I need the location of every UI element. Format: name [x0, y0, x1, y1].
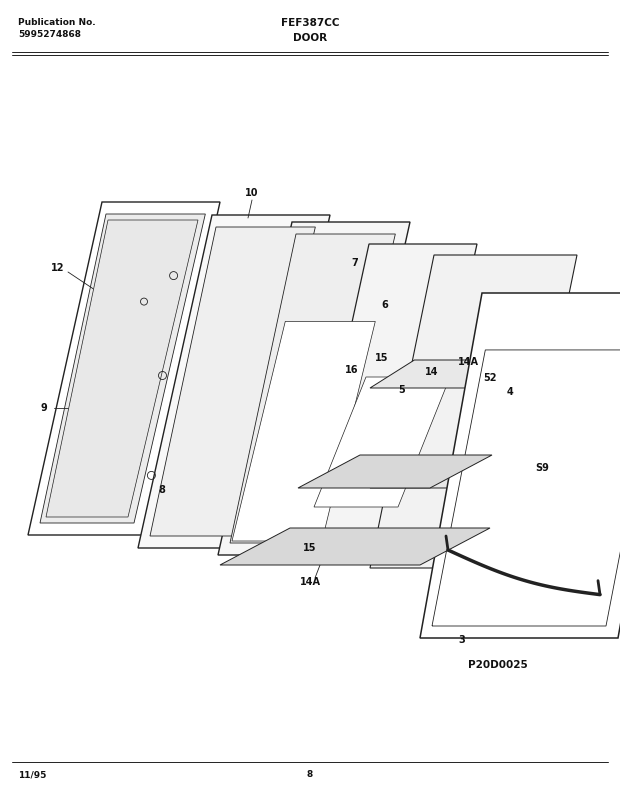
Text: DOOR: DOOR: [293, 33, 327, 43]
Text: 8: 8: [307, 770, 313, 779]
Text: 7: 7: [352, 258, 358, 268]
Text: 4: 4: [507, 387, 513, 397]
Text: Publication No.: Publication No.: [18, 18, 95, 27]
Polygon shape: [370, 255, 577, 568]
Text: 6: 6: [382, 300, 388, 310]
Polygon shape: [314, 377, 450, 507]
Text: 11/95: 11/95: [18, 770, 46, 779]
Text: 12: 12: [51, 263, 64, 273]
Polygon shape: [218, 222, 410, 555]
Text: 5: 5: [399, 385, 405, 395]
Text: 8: 8: [159, 485, 166, 495]
Text: 3: 3: [459, 635, 466, 645]
Polygon shape: [28, 202, 220, 535]
Text: 9: 9: [41, 403, 47, 413]
Text: S9: S9: [535, 463, 549, 473]
Polygon shape: [300, 244, 477, 562]
Polygon shape: [298, 455, 492, 488]
Text: P20D0025: P20D0025: [468, 660, 528, 670]
Polygon shape: [46, 220, 198, 517]
Polygon shape: [370, 360, 562, 388]
Text: 14A: 14A: [458, 357, 479, 367]
Polygon shape: [230, 234, 396, 543]
Text: 14A: 14A: [299, 577, 321, 587]
Polygon shape: [370, 460, 562, 488]
Text: 10: 10: [246, 188, 259, 198]
Text: FEF387CC: FEF387CC: [281, 18, 339, 28]
Text: 16: 16: [345, 365, 359, 375]
Text: 15: 15: [375, 353, 389, 363]
Text: 5995274868: 5995274868: [18, 30, 81, 39]
Text: 14: 14: [425, 367, 439, 377]
Polygon shape: [220, 528, 490, 565]
Polygon shape: [40, 214, 205, 523]
Polygon shape: [138, 215, 330, 548]
Polygon shape: [232, 322, 375, 541]
Text: 52: 52: [483, 373, 497, 383]
Polygon shape: [420, 293, 620, 638]
Text: 15: 15: [303, 543, 317, 553]
Polygon shape: [150, 227, 316, 536]
